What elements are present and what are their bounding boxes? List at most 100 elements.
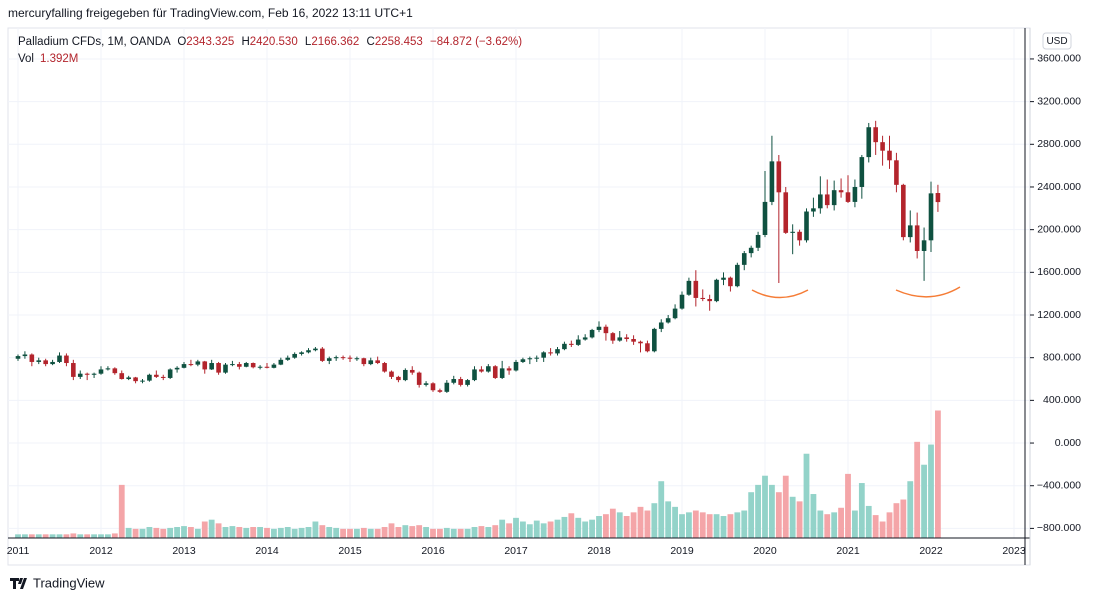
volume-bar bbox=[215, 523, 222, 538]
candle-body bbox=[306, 350, 311, 353]
volume-bar bbox=[478, 526, 485, 538]
volume-bar bbox=[914, 441, 921, 538]
candle-body bbox=[887, 150, 892, 161]
drawing-arc[interactable] bbox=[751, 289, 809, 299]
x-tick-label: 2015 bbox=[338, 545, 362, 557]
candle-body bbox=[928, 193, 934, 241]
candle-body bbox=[638, 341, 643, 344]
volume-bar bbox=[298, 527, 305, 538]
candle-body bbox=[458, 379, 463, 385]
volume-bar bbox=[900, 499, 907, 538]
volume-bar bbox=[271, 528, 277, 538]
candle-body bbox=[382, 363, 387, 372]
candle-body bbox=[527, 358, 533, 360]
candle-body bbox=[783, 192, 789, 233]
volume-bar bbox=[672, 506, 678, 538]
candle-body bbox=[652, 328, 657, 352]
candle-body bbox=[444, 382, 450, 392]
volume-bar bbox=[333, 527, 340, 538]
volume-bar bbox=[471, 527, 478, 538]
candle-body bbox=[901, 184, 906, 238]
legend-prefix: Vol bbox=[18, 53, 34, 65]
legend-value: 2343.325 bbox=[186, 36, 234, 48]
candle-body bbox=[140, 380, 145, 382]
volume-bar bbox=[651, 503, 658, 538]
candle-body bbox=[77, 373, 83, 377]
candle-body bbox=[465, 380, 470, 385]
volume-bar bbox=[188, 527, 194, 538]
candle-body bbox=[126, 377, 131, 380]
volume-bar bbox=[181, 526, 187, 538]
volume-bar bbox=[340, 528, 346, 538]
volume-bar bbox=[430, 528, 436, 538]
drawing-arc[interactable] bbox=[895, 286, 961, 298]
volume-bar bbox=[381, 527, 388, 538]
volume-bar bbox=[208, 519, 215, 538]
candle-body bbox=[748, 247, 754, 254]
volume-bar bbox=[264, 527, 270, 538]
candle-body bbox=[479, 369, 484, 372]
volume-bar bbox=[450, 528, 457, 538]
candle-body bbox=[755, 234, 761, 248]
candle-body bbox=[243, 363, 249, 367]
x-tick-label: 2020 bbox=[753, 545, 777, 557]
legend-prefix: C bbox=[367, 36, 375, 48]
candle-body bbox=[209, 363, 214, 370]
volume-bar bbox=[824, 514, 831, 538]
candle-body bbox=[665, 318, 671, 323]
volume-bar bbox=[644, 510, 651, 538]
volume-bar bbox=[596, 516, 602, 538]
volume-bar bbox=[402, 525, 409, 538]
volume-bar bbox=[222, 527, 229, 538]
candle-body bbox=[859, 157, 865, 187]
candle-body bbox=[492, 366, 498, 378]
y-tick-label: 2800.000 bbox=[1037, 138, 1081, 150]
brand-name: TradingView bbox=[33, 575, 105, 590]
grid bbox=[8, 28, 1030, 538]
candle-body bbox=[824, 194, 830, 206]
x-tick-label: 2012 bbox=[89, 545, 113, 557]
brand[interactable]: TradingView bbox=[10, 575, 105, 590]
candle-body bbox=[257, 366, 263, 368]
candle-body bbox=[50, 361, 55, 365]
volume-bar bbox=[56, 534, 63, 538]
candle-body bbox=[714, 279, 719, 302]
candle-body bbox=[430, 383, 436, 391]
candle-body bbox=[84, 373, 90, 375]
candle-body bbox=[271, 364, 277, 368]
volume-bar bbox=[852, 510, 858, 538]
volume-bar bbox=[893, 503, 900, 538]
volume-bar bbox=[367, 528, 374, 538]
volume-bar bbox=[547, 521, 554, 538]
candle-body bbox=[250, 363, 256, 368]
candles bbox=[15, 120, 941, 393]
y-tick-label: 3200.000 bbox=[1037, 95, 1081, 107]
volume-bar bbox=[616, 512, 623, 538]
volume-bar bbox=[589, 519, 595, 538]
candle-body bbox=[57, 355, 62, 362]
candle-body bbox=[735, 264, 740, 287]
volume-bar bbox=[526, 524, 533, 538]
candle-body bbox=[347, 357, 353, 359]
candle-body bbox=[292, 353, 297, 358]
volume-bar bbox=[609, 508, 616, 538]
candle-body bbox=[354, 358, 360, 360]
candle-body bbox=[472, 369, 477, 381]
candle-body bbox=[797, 231, 802, 241]
volume-bar bbox=[319, 525, 326, 538]
volume-bar bbox=[554, 519, 561, 538]
currency-badge[interactable] bbox=[1042, 32, 1072, 50]
volume-bar bbox=[520, 521, 526, 538]
candle-body bbox=[603, 326, 609, 334]
candle-body bbox=[693, 280, 699, 298]
candle-body bbox=[36, 360, 42, 362]
candle-body bbox=[562, 343, 567, 350]
candle-body bbox=[264, 366, 270, 368]
volume-bar bbox=[699, 512, 706, 538]
volume-bar bbox=[243, 527, 250, 538]
candle-body bbox=[769, 161, 775, 202]
candle-body bbox=[313, 348, 318, 351]
volume-bar bbox=[457, 528, 464, 538]
candle-body bbox=[147, 374, 152, 381]
volume-bar bbox=[28, 534, 35, 538]
